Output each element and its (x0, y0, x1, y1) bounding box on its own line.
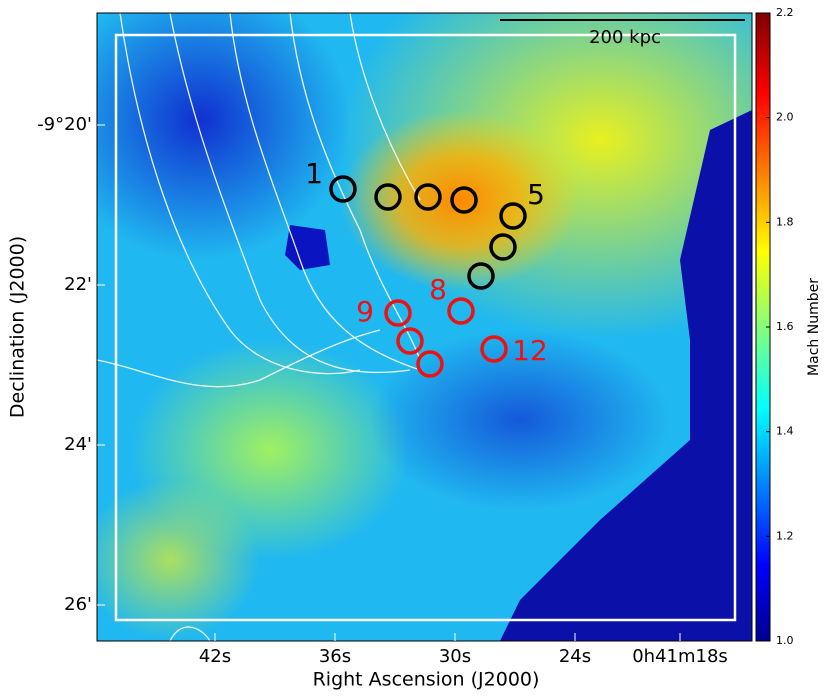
region-circle (414, 183, 442, 211)
x-tick-label: 42s (199, 646, 231, 667)
y-tick-label: 26' (64, 594, 92, 615)
region-label: 1 (305, 157, 323, 190)
region-circle (329, 175, 357, 203)
region-label: 8 (429, 273, 447, 306)
colorbar-tick-label: 1.4 (776, 425, 794, 438)
colorbar-label: Mach Number (806, 278, 822, 376)
region-circle (480, 335, 508, 363)
axes-frame (96, 12, 753, 642)
mach-map (97, 13, 752, 641)
region-label: 9 (356, 295, 374, 328)
region-circle (467, 262, 495, 290)
region-label: 5 (527, 178, 545, 211)
colorbar-tick-label: 2.0 (776, 111, 794, 124)
y-tick-label: 22' (64, 274, 92, 295)
y-tick-label: -9°20' (37, 114, 92, 135)
region-circle (450, 186, 478, 214)
x-tick-label: 30s (439, 646, 471, 667)
x-tick-label: 24s (559, 646, 591, 667)
region-circle (396, 327, 424, 355)
region-circle (384, 299, 412, 327)
scale-bar-label: 200 kpc (589, 27, 661, 48)
colorbar-tick-label: 2.2 (776, 6, 794, 19)
x-tick-label: 0h41m18s (632, 646, 728, 667)
region-circle (489, 233, 517, 261)
region-circle (374, 183, 402, 211)
region-label: 12 (512, 334, 548, 367)
x-axis-label: Right Ascension (J2000) (313, 669, 540, 691)
frame (114, 33, 737, 622)
colorbar-tick-label: 1.6 (776, 320, 794, 333)
colorbar-tick-label: 1.8 (776, 215, 794, 228)
region-circle (416, 350, 444, 378)
y-tick-label: 24' (64, 434, 92, 455)
y-axis-label: Declination (J2000) (7, 236, 29, 418)
x-tick-label: 36s (319, 646, 351, 667)
regions (329, 175, 527, 378)
colorbar-tick-label: 1.0 (776, 634, 794, 647)
region-circle (447, 297, 475, 325)
region-circle (499, 202, 527, 230)
colorbar-tick-label: 1.2 (776, 529, 794, 542)
